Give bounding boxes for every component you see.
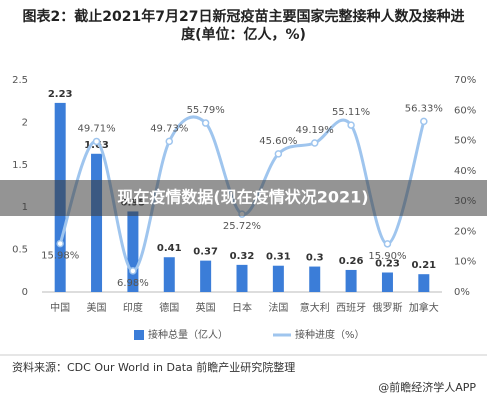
line-value-label: 55.11% — [332, 107, 370, 118]
line-value-label: 49.19% — [296, 125, 334, 136]
y-tick-label: 2.5 — [12, 75, 28, 86]
bar — [418, 274, 430, 292]
line-point — [310, 139, 319, 147]
line-value-label: 49.71% — [77, 123, 115, 134]
chart-title: 图表2：截止2021年7月27日新冠疫苗主要国家完整接种人数及接种进度(单位：亿… — [22, 9, 465, 43]
x-tick-label: 德国 — [159, 301, 179, 314]
line-point — [129, 267, 137, 275]
y2-tick-label: 0% — [454, 287, 470, 298]
line-value-label: 49.73% — [150, 123, 188, 134]
y2-tick-label: 40% — [454, 166, 476, 177]
y2-tick-label: 50% — [454, 136, 476, 147]
x-tick-label: 英国 — [196, 301, 216, 314]
x-tick-label: 印度 — [123, 301, 143, 314]
bar — [309, 266, 321, 292]
source-note: 资料来源：CDC Our World in Data 前瞻产业研究院整理 — [12, 360, 295, 374]
bar — [163, 257, 175, 292]
line-point — [383, 240, 392, 248]
bar — [345, 269, 357, 292]
line-point — [274, 150, 283, 158]
bar-value-label: 0.32 — [230, 251, 255, 262]
line-point — [201, 119, 210, 127]
bar-value-label: 0.37 — [193, 247, 218, 258]
legend-label: 接种总量（亿人） — [148, 328, 228, 341]
y2-tick-label: 60% — [454, 105, 476, 116]
x-tick-label: 日本 — [232, 301, 252, 314]
line-value-label: 56.33% — [405, 103, 443, 114]
bar — [236, 264, 248, 292]
y-tick-label: 0 — [22, 287, 28, 298]
bar-value-label: 0.26 — [339, 256, 364, 267]
line-point — [420, 117, 428, 126]
legend-swatch — [134, 330, 144, 340]
bar-value-label: 0.3 — [306, 253, 324, 264]
bar-value-label: 2.23 — [48, 89, 73, 100]
y2-tick-label: 20% — [454, 226, 476, 237]
line-point — [165, 137, 174, 146]
y-tick-label: 1.5 — [12, 160, 28, 171]
bar — [127, 211, 139, 292]
legend-label: 接种进度（%） — [295, 328, 365, 341]
bar-value-label: 0.31 — [266, 252, 291, 263]
line-point — [347, 121, 355, 129]
x-tick-label: 加拿大 — [409, 301, 439, 314]
line-value-label: 15.90% — [368, 251, 406, 262]
line-value-label: 15.98% — [41, 251, 79, 262]
brand: @前瞻经济学人APP — [378, 380, 476, 394]
bar — [91, 153, 103, 292]
x-tick-label: 中国 — [50, 301, 70, 314]
overlay-text: 现在疫情数据(现在疫情状况2021) — [117, 188, 368, 207]
x-tick-label: 意大利 — [300, 301, 330, 314]
line-point — [56, 239, 64, 248]
y-tick-label: 2 — [22, 117, 28, 128]
y-tick-label: 0.5 — [12, 245, 28, 256]
line-point — [92, 137, 101, 146]
bar-value-label: 0.41 — [157, 243, 182, 254]
bar — [381, 272, 393, 292]
x-tick-label: 西班牙 — [336, 302, 366, 314]
bar-value-label: 0.23 — [375, 258, 400, 269]
overlay-band — [0, 180, 487, 216]
bar-value-label: 1.63 — [84, 140, 109, 151]
line-value-label: 25.72% — [223, 221, 261, 232]
y2-tick-label: 70% — [454, 75, 476, 86]
y2-tick-label: 10% — [454, 257, 476, 268]
line-value-label: 55.79% — [187, 105, 225, 116]
bar-value-label: 0.21 — [411, 260, 436, 271]
bar — [272, 265, 284, 292]
x-tick-label: 法国 — [268, 301, 288, 314]
bar — [200, 260, 212, 292]
x-tick-label: 俄罗斯 — [372, 301, 402, 314]
line-value-label: 6.98% — [117, 278, 149, 289]
x-tick-label: 美国 — [87, 301, 107, 314]
line-value-label: 45.60% — [259, 136, 297, 147]
